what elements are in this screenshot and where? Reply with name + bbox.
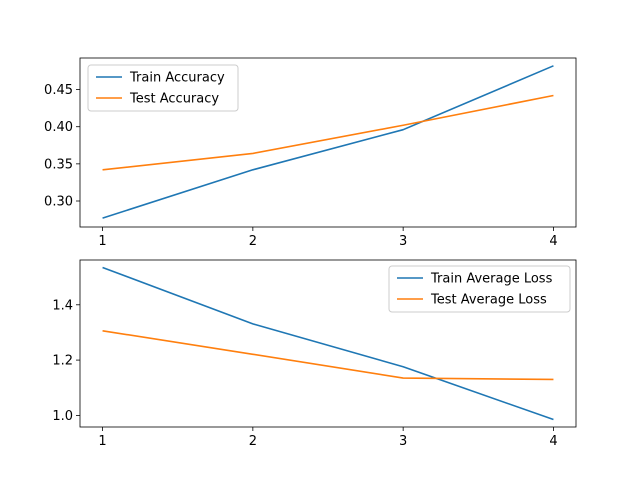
x-tick-label: 3 bbox=[399, 234, 407, 249]
y-tick-label: 1.4 bbox=[52, 298, 73, 313]
y-tick-label: 1.2 bbox=[52, 354, 73, 369]
series-line-test-accuracy bbox=[102, 94, 554, 171]
y-tick-label: 0.45 bbox=[44, 83, 73, 98]
legend: Train Average Loss Test Average Loss bbox=[388, 265, 571, 313]
y-tick-label: 0.35 bbox=[44, 157, 73, 172]
subplot-1: 1 2 3 4 0.30 0.35 0.40 0.45 Train Accuracy Test A… bbox=[44, 57, 577, 249]
legend-label: Train Average Loss bbox=[430, 272, 553, 287]
axes-frame bbox=[79, 259, 577, 428]
x-tick-label: 4 bbox=[549, 434, 557, 449]
legend: Train Accuracy Test Accuracy bbox=[87, 64, 239, 112]
legend-box bbox=[388, 265, 571, 313]
series-line-test-average-loss bbox=[102, 329, 554, 381]
y-tick-label: 0.30 bbox=[44, 195, 73, 210]
series-line-train-accuracy bbox=[102, 65, 554, 219]
x-tick-label: 4 bbox=[549, 234, 557, 249]
x-tick-label: 3 bbox=[399, 434, 407, 449]
axes-frame bbox=[79, 57, 577, 228]
legend-label: Train Accuracy bbox=[129, 71, 225, 86]
x-tick-label: 1 bbox=[98, 234, 106, 249]
x-tick-label: 2 bbox=[249, 434, 257, 449]
series-line-train-average-loss bbox=[102, 266, 554, 421]
y-tick-label: 1.0 bbox=[52, 409, 73, 424]
x-tick-label: 2 bbox=[249, 234, 257, 249]
legend-box bbox=[87, 64, 239, 112]
subplot-2: 1 2 3 4 1.0 1.2 1.4 Train Average Loss Test Aver… bbox=[52, 259, 577, 449]
legend-label: Test Accuracy bbox=[129, 92, 219, 107]
legend-label: Test Average Loss bbox=[430, 293, 547, 308]
x-tick-label: 1 bbox=[98, 434, 106, 449]
y-tick-label: 0.40 bbox=[44, 120, 73, 135]
